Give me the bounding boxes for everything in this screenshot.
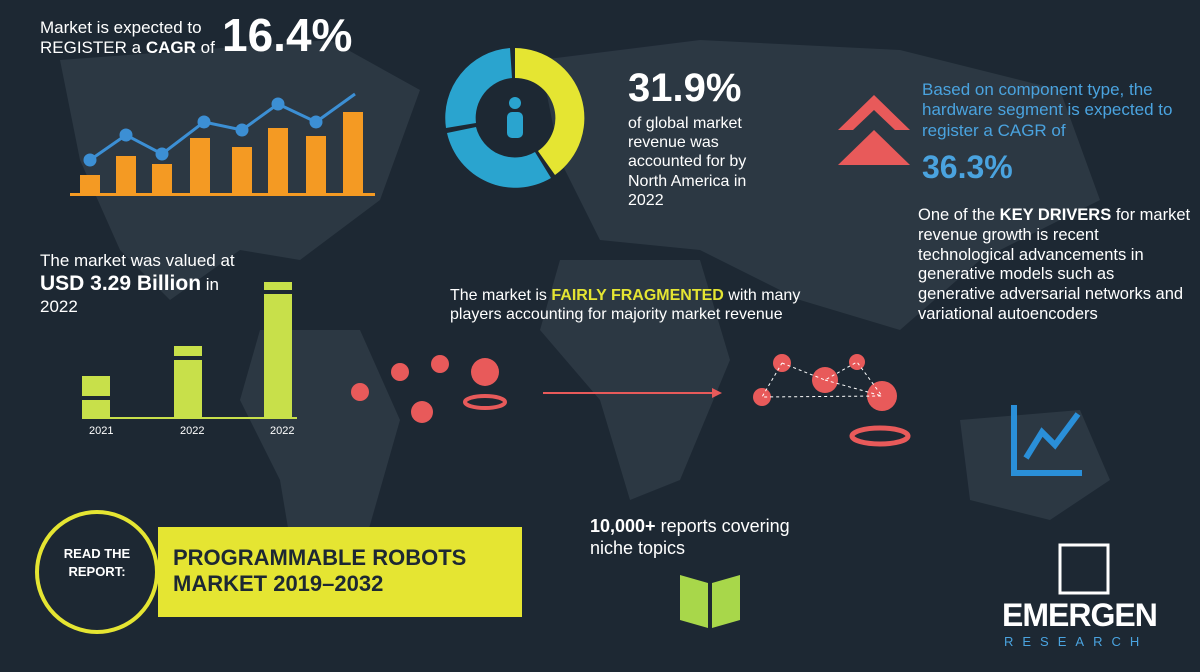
logo-name: EMERGEN bbox=[1002, 597, 1158, 633]
title-banner bbox=[158, 527, 522, 617]
reports-desc: reports covering niche topics bbox=[590, 516, 790, 558]
valuation-line: The market was valued at bbox=[40, 251, 235, 270]
bar-label: 2022 bbox=[180, 425, 205, 437]
trend-icon bbox=[1011, 405, 1082, 476]
bar-label: 2021 bbox=[89, 425, 114, 437]
drivers-pre: One of the bbox=[918, 206, 996, 224]
reports-count: 10,000+ bbox=[590, 516, 656, 536]
read-circle bbox=[35, 510, 159, 634]
valuation-text: The market was valued at USD 3.29 Billion… bbox=[40, 251, 260, 317]
logo-mark bbox=[1058, 543, 1110, 595]
cagr-value: 16.4% bbox=[222, 9, 353, 61]
donut bbox=[445, 48, 585, 188]
growth-line bbox=[83, 92, 356, 167]
valuation-post: in bbox=[205, 275, 220, 295]
valuation-value: USD 3.29 Billion bbox=[40, 272, 202, 296]
valuation-year: 2022 bbox=[40, 296, 78, 316]
fragmented-pre: The market is bbox=[450, 287, 547, 304]
fragmented-text: The market is FAIRLY FRAGMENTED with man… bbox=[450, 286, 805, 324]
cagr-line: Market is expected to bbox=[40, 18, 202, 37]
value-bars bbox=[82, 282, 297, 419]
growth-bars bbox=[70, 112, 375, 196]
cagr-pre: REGISTER a bbox=[40, 38, 142, 58]
logo-sub: RESEARCH bbox=[1004, 634, 1149, 649]
drivers-keyword: KEY DRIVERS bbox=[999, 206, 1112, 224]
fragmented-post: with many players accounting for majorit… bbox=[450, 287, 801, 324]
drivers-post: for market revenue growth is recent tech… bbox=[918, 206, 1191, 323]
bar-label: 2022 bbox=[270, 425, 295, 437]
cagr-text: Market is expected to REGISTER a CAGR of bbox=[40, 18, 215, 59]
drivers-text: One of the KEY DRIVERS for market revenu… bbox=[918, 206, 1193, 325]
component-value: 36.3% bbox=[922, 149, 1013, 185]
cagr-keyword: CAGR bbox=[145, 38, 196, 58]
cagr-post: of bbox=[200, 38, 215, 58]
share-value: 31.9% bbox=[628, 66, 742, 110]
read-label: READ THE REPORT: bbox=[63, 546, 131, 579]
reports-text: 10,000+ reports covering niche topics bbox=[590, 516, 810, 559]
fragmented-keyword: FAIRLY FRAGMENTED bbox=[551, 287, 724, 304]
up-chevrons bbox=[838, 95, 910, 165]
book-icon bbox=[680, 575, 740, 628]
component-text: Based on component type, the hardware se… bbox=[922, 80, 1173, 140]
connections bbox=[761, 361, 883, 398]
report-title: PROGRAMMABLE ROBOTS MARKET 2019–2032 bbox=[173, 545, 467, 597]
share-text: of global market revenue was accounted f… bbox=[628, 115, 747, 209]
